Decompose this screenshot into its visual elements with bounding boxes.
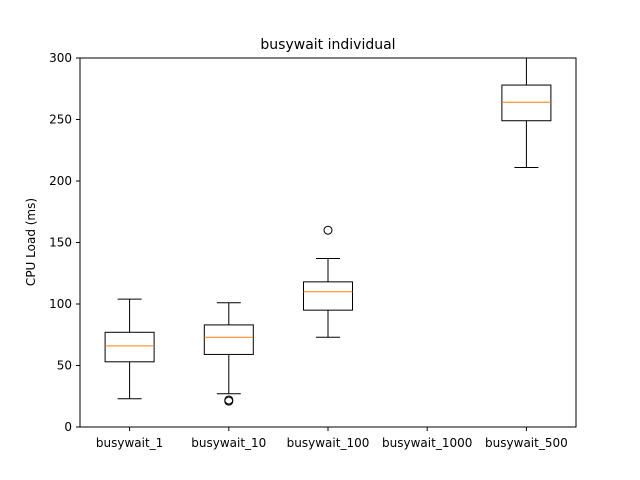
box-busywait_100 (303, 225, 353, 338)
y-tick-label: 100 (49, 297, 72, 311)
iqr-box (501, 84, 552, 122)
iqr-box (104, 331, 155, 363)
iqr-box (303, 281, 353, 311)
box-busywait_1 (104, 298, 155, 400)
y-tick-label: 200 (49, 174, 72, 188)
x-tick-label: busywait_1 (96, 436, 163, 450)
box-busywait_10 (203, 302, 254, 406)
chart-title: busywait individual (260, 37, 395, 53)
x-tick-label: busywait_10 (191, 436, 266, 450)
box-series (104, 57, 552, 406)
y-tick-label: 150 (49, 236, 72, 250)
x-tick-label: busywait_500 (485, 436, 568, 450)
y-tick-label: 50 (57, 359, 72, 373)
x-tick-label: busywait_100 (287, 436, 370, 450)
x-tick-label: busywait_1000 (382, 436, 472, 450)
box-busywait_500 (501, 57, 552, 168)
outlier-point (224, 395, 234, 405)
iqr-box (203, 324, 254, 355)
y-tick-label: 300 (49, 51, 72, 65)
y-tick-label: 250 (49, 113, 72, 127)
y-tick-label: 0 (64, 420, 72, 434)
y-axis-label: CPU Load (ms) (24, 198, 38, 286)
outlier-point (323, 225, 333, 235)
axes: 0 50 100 150 200 250 300 busywait_1 busywait_10 b… (49, 51, 577, 450)
